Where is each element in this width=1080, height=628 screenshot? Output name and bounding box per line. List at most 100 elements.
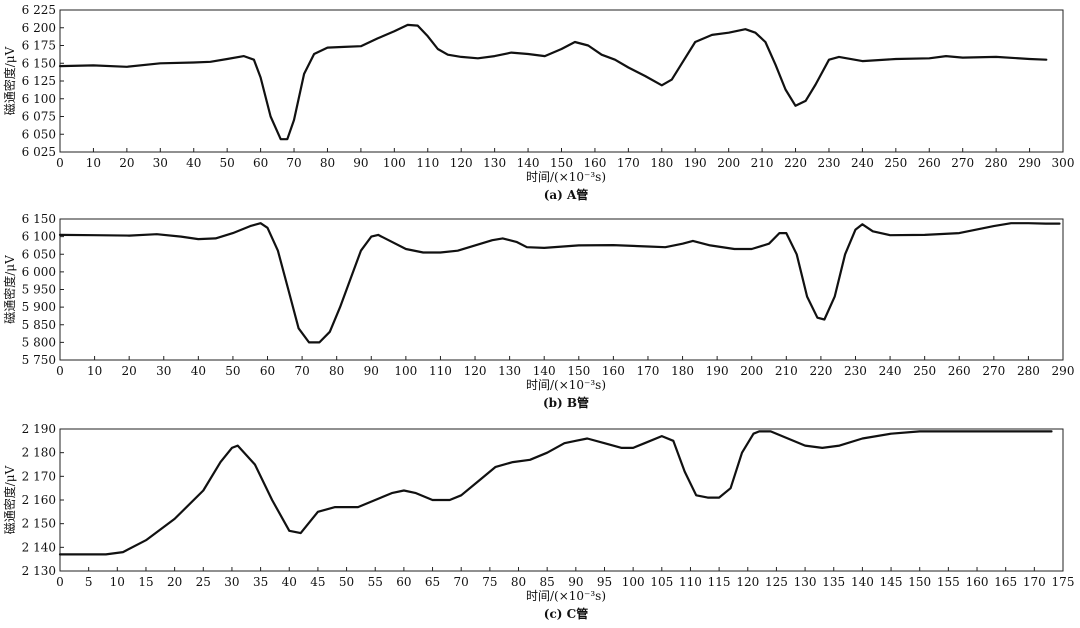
x-tick-label: 90 (353, 156, 368, 170)
x-tick-label: 55 (368, 575, 383, 589)
y-tick-label: 6 000 (22, 265, 56, 279)
x-tick-label: 100 (383, 156, 406, 170)
y-tick-label: 2 130 (22, 564, 56, 578)
plot-frame (59, 428, 1064, 572)
x-tick-label: 115 (708, 575, 731, 589)
x-tick-label: 170 (1023, 575, 1046, 589)
x-tick-label: 140 (851, 575, 874, 589)
x-tick-label: 80 (511, 575, 526, 589)
x-tick-label: 30 (156, 364, 171, 378)
x-tick-label: 210 (775, 364, 798, 378)
y-axis-title: 磁通密度/μV (2, 465, 17, 534)
x-tick-label: 230 (844, 364, 867, 378)
x-tick-label: 250 (913, 364, 936, 378)
x-tick-label: 150 (908, 575, 931, 589)
x-tick-label: 80 (329, 364, 344, 378)
x-tick-label: 140 (517, 156, 540, 170)
x-tick-label: 10 (87, 364, 102, 378)
x-tick-label: 45 (310, 575, 325, 589)
x-tick-label: 250 (884, 156, 907, 170)
x-tick-label: 50 (339, 575, 354, 589)
x-tick-label: 280 (1017, 364, 1040, 378)
x-tick-label: 10 (110, 575, 125, 589)
x-tick-label: 60 (260, 364, 275, 378)
y-tick-label: 2 190 (22, 422, 56, 436)
y-tick-label: 6 150 (22, 56, 56, 70)
y-tick-label: 6 050 (22, 247, 56, 261)
x-tick-label: 0 (56, 575, 64, 589)
x-tick-label: 160 (583, 156, 606, 170)
x-tick-label: 125 (765, 575, 788, 589)
x-tick-label: 20 (119, 156, 134, 170)
x-tick-label: 150 (567, 364, 590, 378)
y-tick-label: 6 050 (22, 127, 56, 141)
x-tick-label: 110 (429, 364, 452, 378)
x-tick-label: 260 (918, 156, 941, 170)
x-tick-label: 240 (851, 156, 874, 170)
chart-panel-b: 0 10 20 30 40 50 60 70 80 90 100 110 120 130 140 150 160… (2, 212, 1074, 410)
y-tick-label: 6 175 (22, 39, 56, 53)
x-tick-label: 260 (948, 364, 971, 378)
y-tick-label: 6 025 (22, 145, 56, 159)
y-tick-label: 6 125 (22, 74, 56, 88)
x-tick-label: 155 (937, 575, 960, 589)
x-tick-label: 40 (191, 364, 206, 378)
y-tick-label: 6 100 (22, 92, 56, 106)
chart-panel-c: 0 5 10 15 20 25 30 35 40 45 50 55 60 65 70 75 80 85 90 95 10… (2, 422, 1074, 621)
y-tick-label: 6 225 (22, 3, 56, 17)
x-tick-label: 90 (568, 575, 583, 589)
x-tick-label: 140 (533, 364, 556, 378)
y-tick-label: 2 180 (22, 446, 56, 460)
x-tick-label: 190 (706, 364, 729, 378)
y-tick-label: 2 170 (22, 469, 56, 483)
x-tick-label: 165 (994, 575, 1017, 589)
y-tick-label: 6 075 (22, 110, 56, 124)
y-axis-title: 磁通密度/μV (2, 255, 17, 324)
x-tick-label: 50 (220, 156, 235, 170)
y-tick-label: 5 900 (22, 300, 56, 314)
x-tick-label: 105 (650, 575, 673, 589)
x-tick-label: 120 (450, 156, 473, 170)
x-tick-label: 30 (224, 575, 239, 589)
x-tick-label: 40 (186, 156, 201, 170)
y-tick-label: 6 150 (22, 212, 56, 226)
x-tick-label: 160 (966, 575, 989, 589)
x-tick-label: 70 (286, 156, 301, 170)
x-tick-label: 15 (138, 575, 153, 589)
plot-frame (59, 218, 1064, 361)
x-tick-label: 50 (225, 364, 240, 378)
y-tick-label: 5 750 (22, 353, 56, 367)
x-tick-label: 60 (396, 575, 411, 589)
y-tick-label: 2 140 (22, 540, 56, 554)
x-tick-label: 230 (818, 156, 841, 170)
chart-panel-a: 0 10 20 30 40 50 60 70 80 90 100 110 120 130 140 150 160… (2, 3, 1074, 202)
series-line-b (58, 222, 1061, 344)
x-tick-label: 85 (540, 575, 555, 589)
x-tick-label: 220 (809, 364, 832, 378)
x-tick-label: 270 (982, 364, 1005, 378)
x-tick-label: 110 (416, 156, 439, 170)
x-tick-label: 0 (56, 156, 64, 170)
x-tick-label: 10 (86, 156, 101, 170)
y-tick-label: 5 950 (22, 283, 56, 297)
x-tick-label: 300 (1052, 156, 1075, 170)
panel-caption: (a) A管 (544, 187, 589, 202)
x-tick-label: 290 (1052, 364, 1075, 378)
panel-caption: (b) B管 (543, 395, 589, 410)
x-tick-label: 30 (153, 156, 168, 170)
series-line-a (58, 23, 1048, 141)
x-tick-label: 280 (985, 156, 1008, 170)
x-tick-label: 20 (122, 364, 137, 378)
x-tick-label: 75 (482, 575, 497, 589)
x-tick-label: 70 (454, 575, 469, 589)
x-tick-label: 135 (822, 575, 845, 589)
y-tick-label: 5 850 (22, 318, 56, 332)
x-tick-label: 200 (717, 156, 740, 170)
x-tick-label: 290 (1018, 156, 1041, 170)
x-tick-label: 60 (253, 156, 268, 170)
x-tick-label: 110 (679, 575, 702, 589)
x-axis-title: 时间/(×10⁻³s) (526, 378, 606, 392)
x-tick-label: 20 (167, 575, 182, 589)
y-tick-label: 5 800 (22, 335, 56, 349)
